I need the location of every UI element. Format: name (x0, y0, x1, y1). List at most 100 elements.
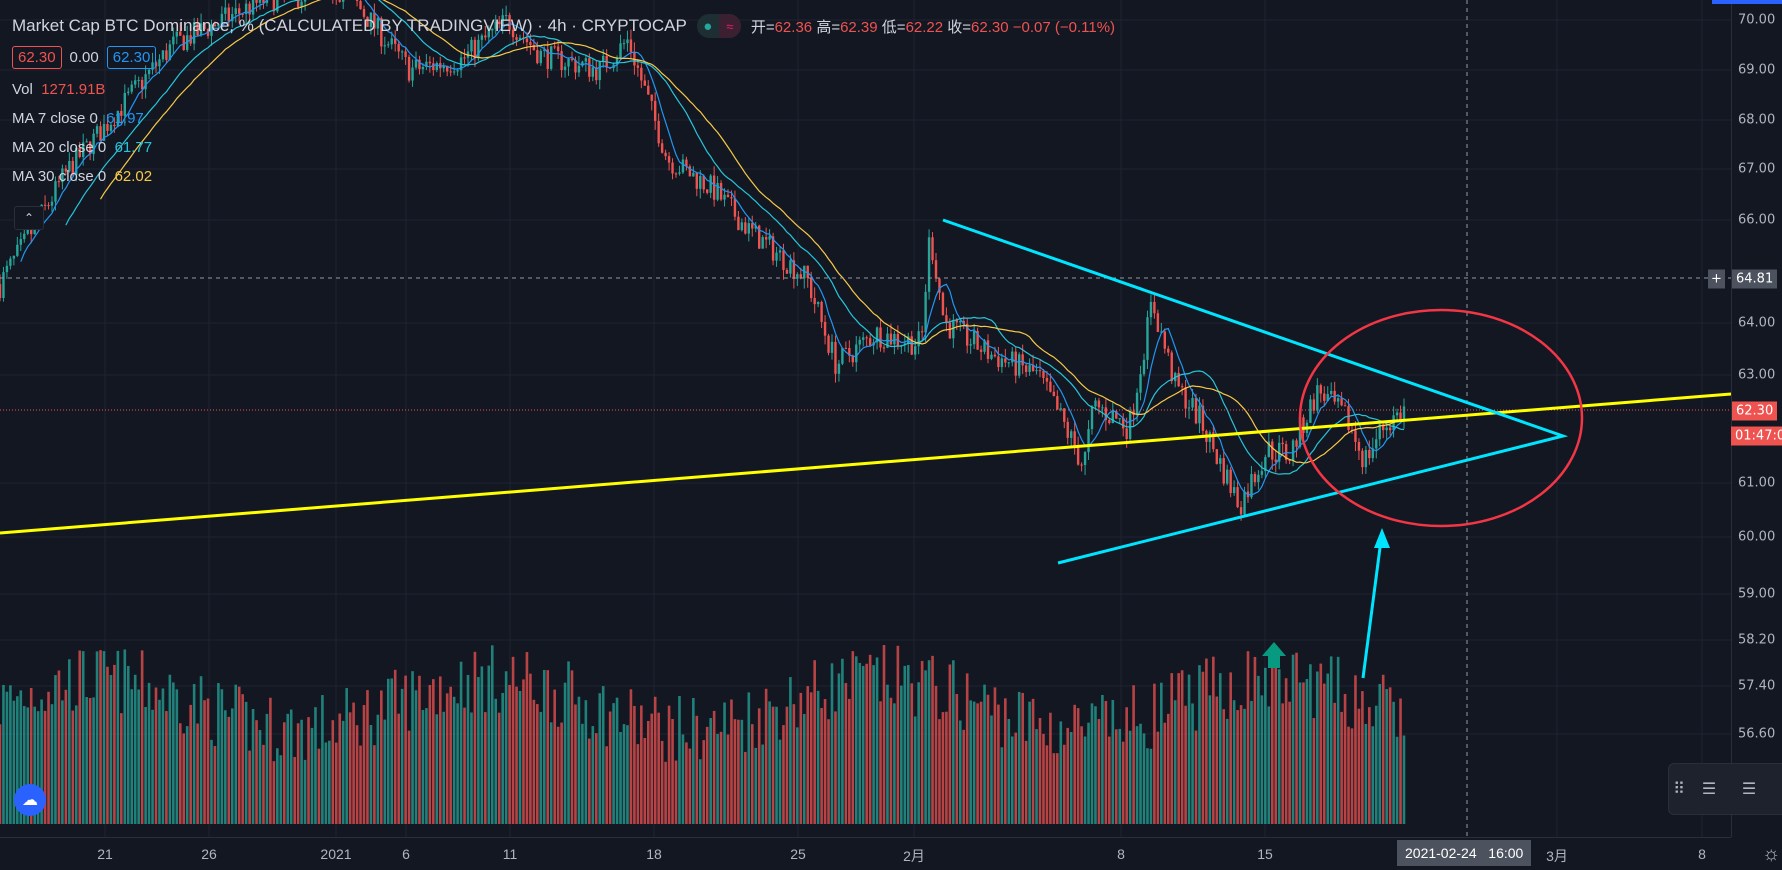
volume-bar (255, 720, 258, 824)
candle-body (297, 0, 299, 7)
top-accent-bar (1712, 0, 1782, 4)
volume-bar (1084, 736, 1087, 824)
volume-bar (869, 655, 872, 824)
candle-body (259, 0, 261, 3)
volume-bar (571, 670, 574, 824)
crosshair-price-label: 64.81 (1732, 270, 1777, 289)
volume-bar (910, 683, 913, 824)
volume-bar (1222, 709, 1225, 824)
volume-bar (893, 703, 896, 824)
crosshair-plus-icon[interactable]: + (1708, 270, 1725, 289)
tradingview-logo-icon[interactable]: ☁ (14, 784, 46, 816)
volume-bar (1032, 699, 1035, 824)
candle-body (1143, 360, 1145, 374)
volume-bar (1229, 672, 1232, 824)
drag-handle-icon[interactable]: ⠿ (1669, 779, 1689, 799)
volume-bar (51, 704, 54, 824)
volume-bar (668, 706, 671, 824)
arrow-shaft (1363, 540, 1381, 678)
candle-body (720, 183, 722, 200)
ma7-indicator[interactable]: MA 7 close 0 61.97 (12, 110, 1115, 127)
candle-body (969, 344, 971, 345)
volume-bar (0, 724, 1, 824)
volume-bar (280, 755, 283, 824)
candle-body (1098, 401, 1100, 408)
volume-bar (824, 699, 827, 824)
volume-bar (1268, 706, 1271, 824)
volume-bar (560, 723, 563, 824)
volume-bar (633, 706, 636, 824)
volume-bar (1198, 665, 1201, 824)
volume-bar (730, 700, 733, 824)
volume-bar (456, 703, 459, 824)
vol-label: Vol (12, 81, 33, 98)
candle-body (276, 0, 278, 11)
volume-bar (931, 656, 934, 824)
ma30-indicator[interactable]: MA 30 close 0 62.02 (12, 168, 1115, 185)
volume-bar (1347, 727, 1350, 824)
volume-bar (151, 710, 154, 824)
collapse-legend-button[interactable]: ⌃ (14, 206, 44, 230)
volume-bar (810, 692, 813, 824)
volume-bar (148, 683, 151, 824)
volume-bar (959, 721, 962, 824)
volume-bar (1316, 672, 1319, 824)
volume-bar (574, 704, 577, 824)
volume-bar (550, 722, 553, 824)
volume-bar (1354, 675, 1357, 824)
parallel-channel-icon[interactable]: ☰ (1689, 779, 1729, 799)
volume-bar (605, 746, 608, 824)
volume-bar (685, 742, 688, 824)
candle-body (1053, 392, 1055, 396)
buy-price-box[interactable]: 62.30 (107, 46, 157, 69)
volume-bar (1115, 729, 1118, 824)
volume-bar (1101, 695, 1104, 824)
volume-bar (1323, 684, 1326, 824)
volume-bar (165, 711, 168, 824)
volume-bar (1011, 736, 1014, 824)
vol-indicator[interactable]: Vol 1271.91B (12, 81, 1115, 98)
volume-bar (1285, 678, 1288, 824)
pitchfork-icon[interactable]: ☰ (1729, 779, 1769, 799)
volume-bar (1247, 651, 1250, 824)
candle-body (1254, 474, 1256, 482)
volume-bar (248, 751, 251, 824)
candle-body (1084, 452, 1086, 465)
symbol-title[interactable]: Market Cap BTC Dominance, % (CALCULATED … (12, 16, 687, 36)
volume-bar (238, 687, 241, 824)
volume-bar (85, 697, 88, 824)
low-value: 62.22 (906, 19, 944, 36)
volume-bar (865, 664, 868, 824)
sell-price-box[interactable]: 62.30 (12, 46, 62, 69)
settings-gear-icon[interactable]: ☼ (1762, 843, 1780, 866)
volume-bar (300, 720, 303, 824)
candle-body (765, 237, 767, 240)
candle-body (761, 237, 763, 249)
volume-bar (2, 685, 5, 824)
volume-bar (432, 679, 435, 824)
candle-body (980, 350, 982, 352)
volume-bar (1250, 701, 1253, 824)
volume-bar (259, 730, 262, 824)
market-status-pill[interactable]: ●≈ (697, 14, 741, 38)
volume-bar (1105, 701, 1108, 824)
candle-body (1385, 428, 1387, 431)
candle-body (1281, 443, 1283, 444)
ma20-indicator[interactable]: MA 20 close 0 61.77 (12, 139, 1115, 156)
volume-bar (1302, 682, 1305, 824)
volume-bar (234, 685, 237, 824)
candle-body (13, 256, 15, 259)
close-label: 收= (947, 19, 971, 36)
candle-body (737, 217, 739, 230)
volume-bar (1153, 684, 1156, 824)
candle-body (949, 323, 951, 339)
candle-body (1073, 431, 1075, 447)
volume-bar (488, 666, 491, 824)
volume-bar (411, 671, 414, 824)
volume-bar (425, 708, 428, 824)
volume-bar (519, 691, 522, 824)
volume-bar (612, 703, 615, 824)
candle-body (1219, 458, 1221, 464)
candle-body (859, 340, 861, 345)
